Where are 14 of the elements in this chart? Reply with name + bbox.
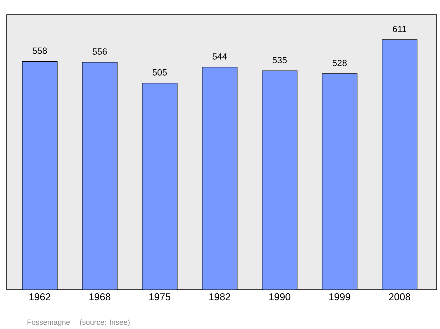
data-label: 535: [272, 57, 287, 64]
data-label: 556: [92, 48, 108, 55]
data-label: 528: [332, 60, 347, 66]
x-tick-label: 1975: [150, 294, 171, 301]
x-tick-label: 1968: [90, 294, 111, 301]
x-tick-label: 1982: [210, 294, 230, 301]
data-label: 611: [393, 26, 407, 32]
x-tick-label: 2008: [389, 294, 410, 301]
x-tick-label: 1962: [30, 294, 51, 301]
data-label: 505: [152, 69, 168, 76]
data-label: 558: [32, 48, 48, 54]
x-tick-label: 1999: [330, 294, 350, 301]
x-tick-label: 1990: [270, 294, 291, 301]
data-label: 544: [212, 54, 228, 60]
